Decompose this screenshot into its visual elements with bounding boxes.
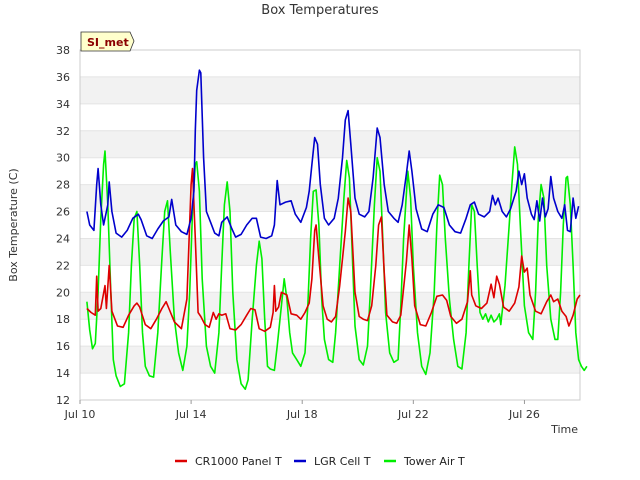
y-axis-ticks: 12 14 16 18 20 22 24 26 28 30 32 34 36 38 (56, 44, 70, 407)
y-tick-label: 14 (56, 367, 70, 380)
legend-label: Tower Air T (403, 455, 465, 468)
legend-label: LGR Cell T (314, 455, 371, 468)
y-tick-label: 18 (56, 313, 70, 326)
y-band-28 (80, 157, 580, 185)
y-tick-label: 28 (56, 179, 70, 192)
y-band-16 (80, 319, 580, 347)
y-band-26 (80, 184, 580, 212)
legend: CR1000 Panel T LGR Cell T Tower Air T (175, 455, 465, 468)
y-band-18 (80, 292, 580, 320)
y-tick-label: 26 (56, 206, 70, 219)
legend-label: CR1000 Panel T (195, 455, 282, 468)
y-axis-label: Box Temperature (C) (7, 168, 20, 281)
y-tick-label: 36 (56, 71, 70, 84)
y-band-12 (80, 373, 580, 400)
y-band-32 (80, 103, 580, 131)
x-axis-ticks: Jul 10 Jul 14 Jul 18 Jul 22 Jul 26 (64, 400, 540, 421)
x-tick-label: Jul 26 (508, 408, 540, 421)
site-badge-box (80, 31, 135, 52)
y-band-36 (80, 50, 580, 77)
y-band-22 (80, 238, 580, 266)
chart-title: Box Temperatures (261, 3, 379, 18)
plot-background-bands (80, 49, 580, 401)
y-tick-label: 34 (56, 98, 70, 111)
x-tick-label: Jul 10 (64, 408, 96, 421)
series-lines (86, 69, 588, 390)
y-tick-label: 20 (56, 286, 70, 299)
series-line-lgr-cell-t (86, 69, 580, 240)
y-tick-label: 12 (56, 394, 70, 407)
series-line-cr1000-panel-t (86, 167, 581, 333)
plot-frame (79, 49, 581, 401)
x-tick-label: Jul 18 (286, 408, 318, 421)
y-tick-label: 16 (56, 340, 70, 353)
y-tick-label: 24 (56, 232, 70, 245)
y-tick-label: 38 (56, 44, 70, 57)
y-band-30 (80, 130, 580, 158)
x-tick-label: Jul 14 (175, 408, 207, 421)
y-tick-label: 30 (56, 152, 70, 165)
site-badge: SI_met (80, 31, 135, 52)
x-axis-label: Time (550, 423, 578, 436)
y-band-34 (80, 76, 580, 104)
site-badge-label: SI_met (87, 36, 129, 49)
x-tick-label: Jul 22 (397, 408, 429, 421)
y-tick-label: 22 (56, 259, 70, 272)
y-tick-label: 32 (56, 125, 70, 138)
